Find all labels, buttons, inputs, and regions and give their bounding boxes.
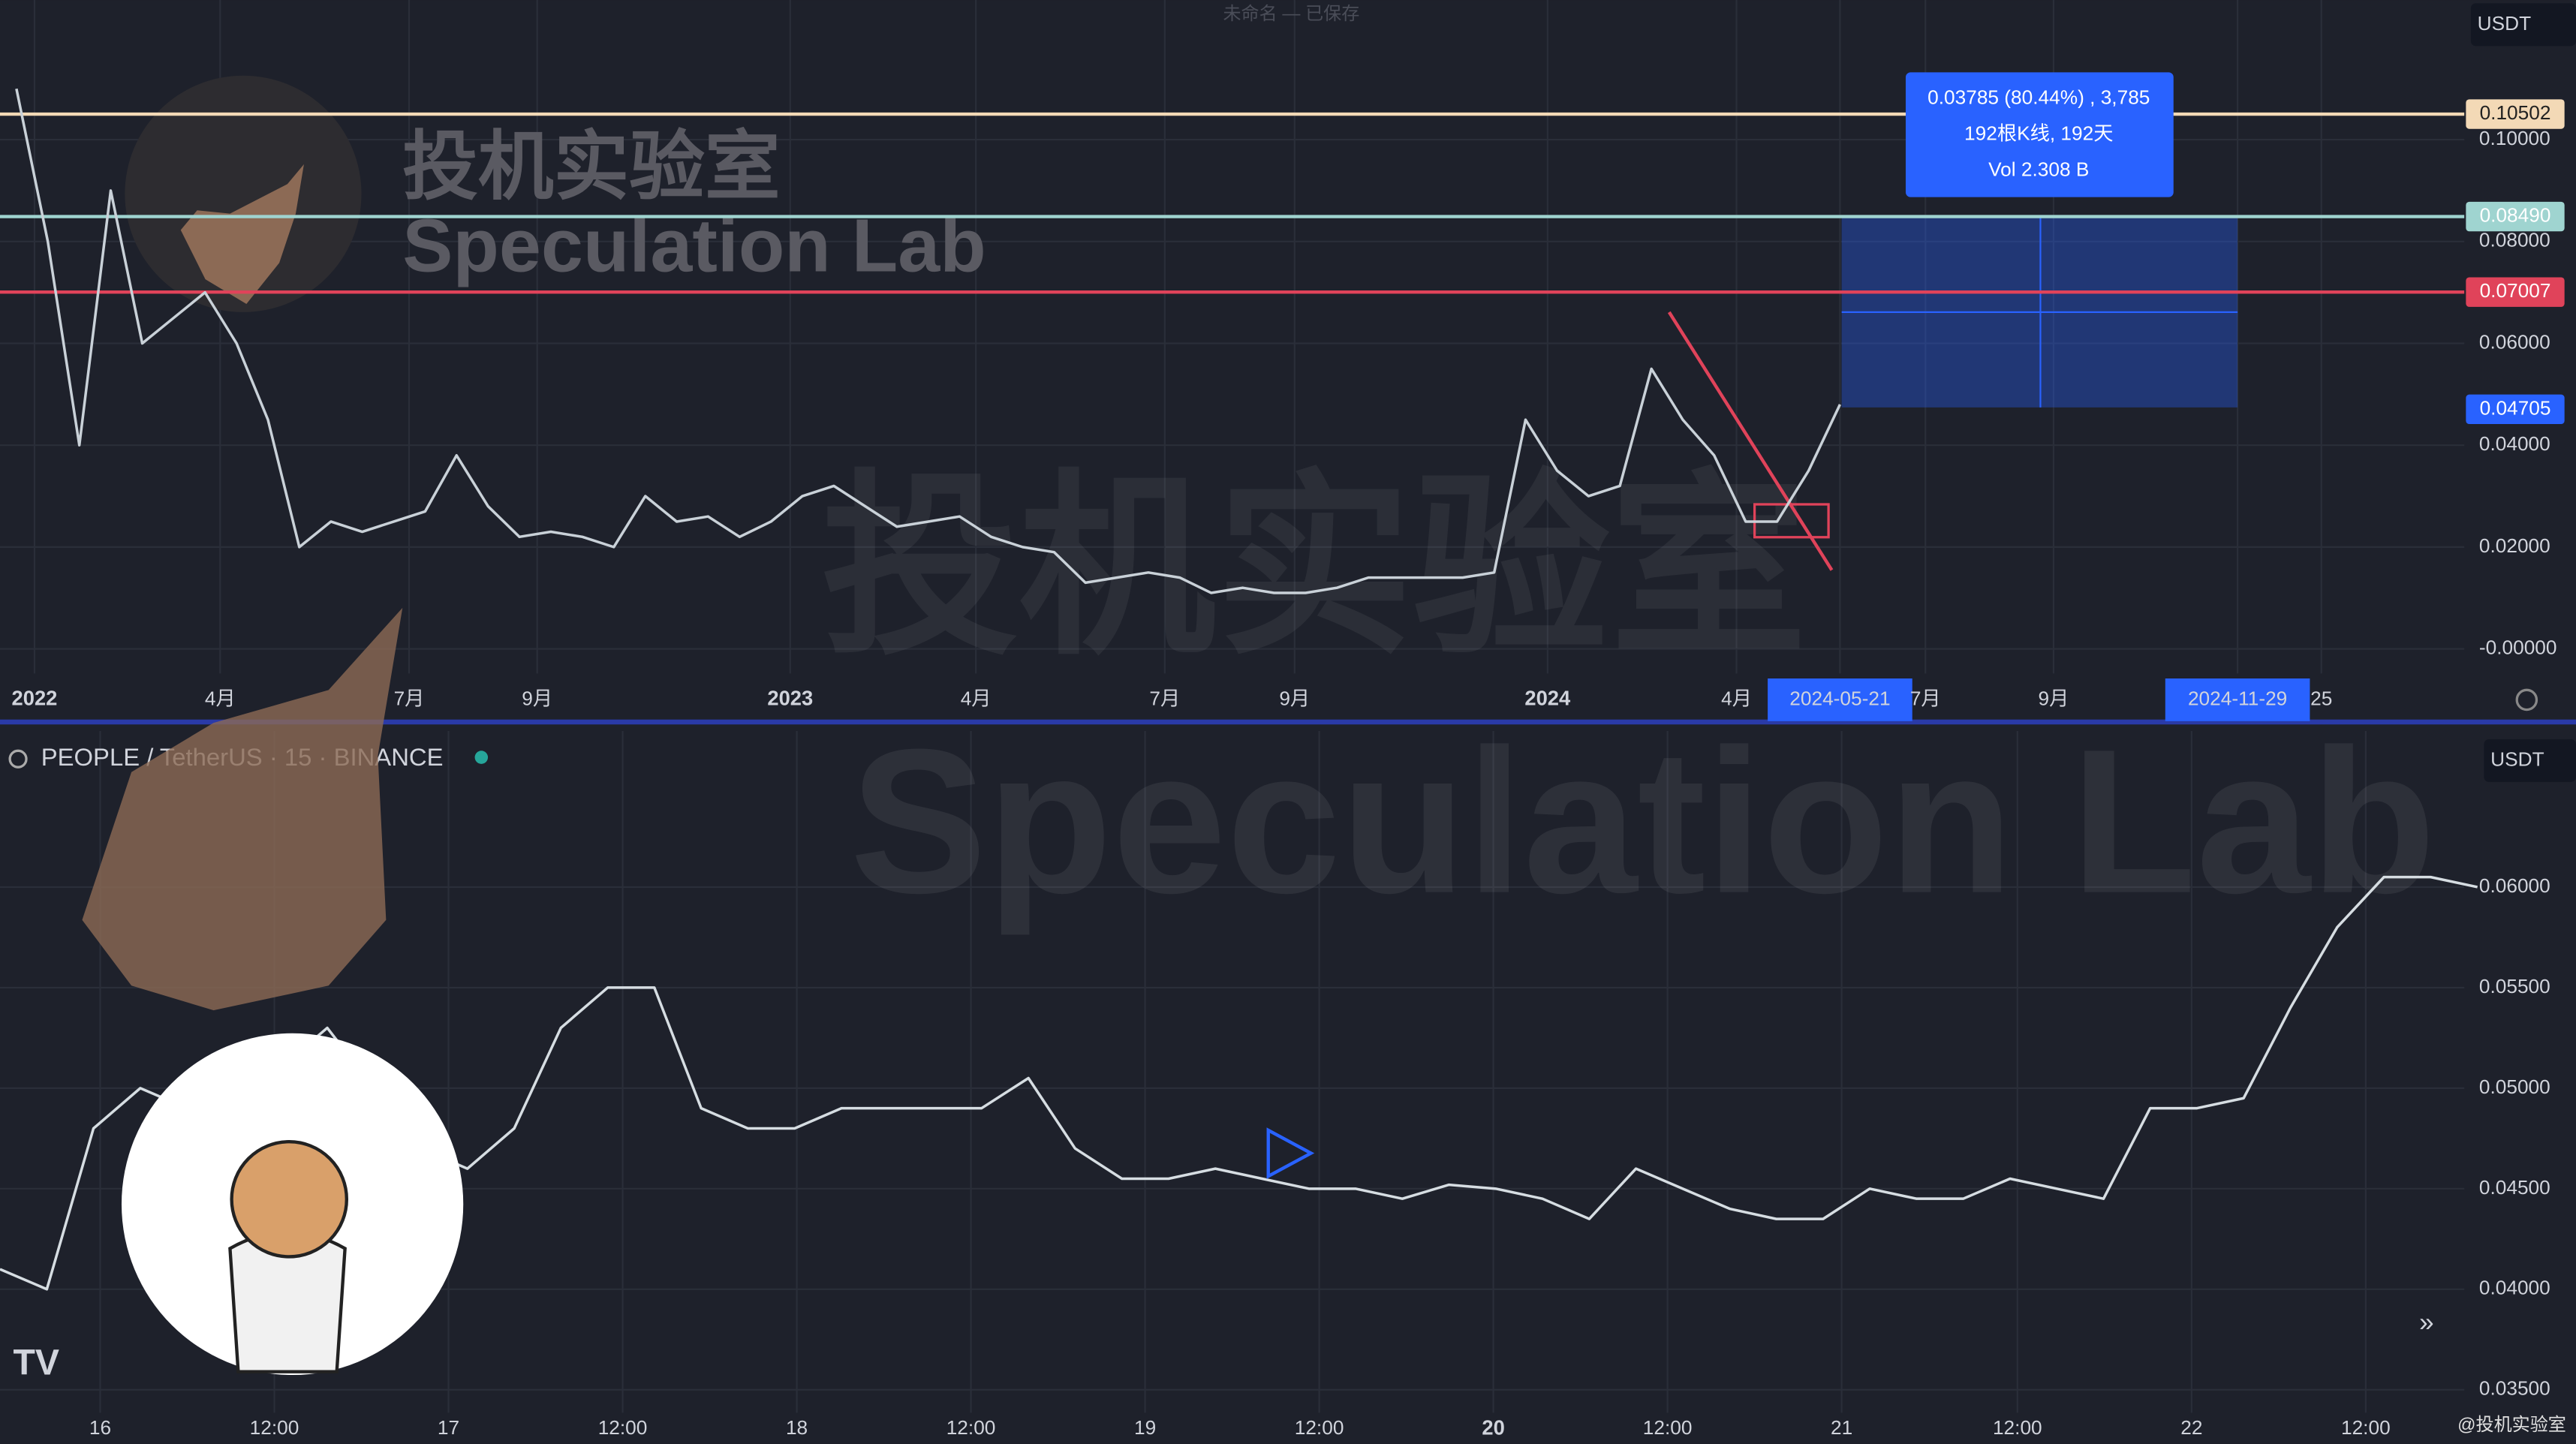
date-badge [2165, 678, 2310, 721]
y-tick-label: 0.05500 [2479, 975, 2550, 997]
settings-button[interactable] [2515, 688, 2538, 711]
cat-watermark [82, 607, 403, 1011]
x-tick-label: 12:00 [1993, 1416, 2042, 1439]
x-tick-label: 4月 [1721, 687, 1752, 709]
measure-line: 0.03785 (80.44%) , 3,785 [1927, 86, 2150, 108]
price-badge [2466, 201, 2565, 232]
trend-line [1667, 311, 1834, 571]
x-tick-label: 17 [438, 1416, 459, 1439]
replay-button[interactable] [1266, 1127, 1315, 1179]
status-dot [474, 751, 489, 764]
x-tick-label: 2024-05-21 [1789, 687, 1890, 709]
price-badge-label: 0.08490 [2480, 203, 2551, 226]
scroll-button[interactable]: » [2419, 1307, 2433, 1337]
x-tick-label: 2024-11-29 [2188, 687, 2287, 709]
y-tick-label: 0.03500 [2479, 1377, 2550, 1400]
date-badge [1768, 678, 1912, 721]
currency: USDT [2490, 748, 2544, 770]
pane-divider [0, 719, 2576, 725]
price-badge-label: 0.10502 [2480, 101, 2551, 124]
price-badge [2466, 394, 2565, 425]
measure-tooltip [1905, 72, 2174, 197]
grid [0, 0, 2465, 1413]
x-tick-label: 9月 [2039, 687, 2069, 709]
x-tick-label: 12:00 [598, 1416, 648, 1439]
watermark-cn: 投机实验室 [821, 456, 1807, 677]
x-tick-label: 7月 [1149, 687, 1180, 709]
y-tick-label: -0.00000 [2479, 636, 2557, 659]
y-tick-label: 0.04000 [2479, 432, 2550, 455]
currency-button[interactable] [2484, 739, 2576, 782]
y-tick-label: 0.02000 [2479, 534, 2550, 557]
x-tick-label: 22 [2180, 1416, 2202, 1439]
x-tick-label: 9月 [522, 687, 552, 709]
x-tick-label: 25 [2310, 687, 2332, 709]
x-tick-label: 12:00 [1295, 1416, 1344, 1439]
x-tick-label: 12:00 [2341, 1416, 2391, 1439]
x-tick-label: 18 [786, 1416, 808, 1439]
x-tick-label: 7月 [1910, 687, 1941, 709]
x-tick-label: 12:00 [1643, 1416, 1693, 1439]
logo-cn: 投机实验室 [402, 125, 780, 209]
credit: @投机实验室 [2457, 1415, 2566, 1435]
y-tick-label: 0.10000 [2479, 127, 2550, 149]
price-line [15, 88, 1842, 594]
tv-logo: TV [14, 1343, 60, 1383]
x-tick-label: 4月 [961, 687, 992, 709]
price-badge-label: 0.04705 [2480, 396, 2551, 419]
x-tick-label: 7月 [394, 687, 425, 709]
logo-circle [125, 75, 362, 312]
x-tick-label: 2022 [12, 687, 58, 710]
x-tick-label: 12:00 [946, 1416, 996, 1439]
watermark-en: Speculation Lab [850, 706, 2436, 937]
y-tick-label: 0.08000 [2479, 229, 2550, 251]
window-title: 未命名 — 已保存 [1223, 4, 1359, 24]
measure-line: 192根K线, 192天 [1964, 122, 2113, 144]
x-tick-label: 2023 [767, 687, 813, 710]
symbol-icon [8, 749, 28, 769]
y-tick-label: 0.04000 [2479, 1277, 2550, 1299]
x-tick-label: 21 [1831, 1416, 1852, 1439]
x-tick-label: 9月 [1279, 687, 1310, 709]
x-tick-label: 2024 [1524, 687, 1571, 710]
y-tick-label: 0.06000 [2479, 874, 2550, 897]
price-badge [2466, 99, 2565, 129]
x-tick-label: 20 [1482, 1415, 1504, 1439]
currency-button[interactable] [2470, 3, 2576, 47]
y-tick-label: 0.05000 [2479, 1075, 2550, 1098]
x-tick-label: 19 [1134, 1416, 1156, 1439]
y-tick-label: 0.06000 [2479, 330, 2550, 353]
price-badge-label: 0.07007 [2480, 279, 2551, 302]
x-tick-label: 16 [89, 1416, 111, 1439]
x-tick-label: 12:00 [250, 1416, 299, 1439]
x-tick-label: 4月 [205, 687, 236, 709]
currency: USDT [2478, 12, 2531, 35]
cat-logo [180, 164, 304, 304]
price-badge [2466, 277, 2565, 307]
avatar-head [230, 1140, 349, 1259]
y-tick-label: 0.04500 [2479, 1176, 2550, 1199]
measure-line: Vol 2.308 B [1988, 158, 2089, 181]
